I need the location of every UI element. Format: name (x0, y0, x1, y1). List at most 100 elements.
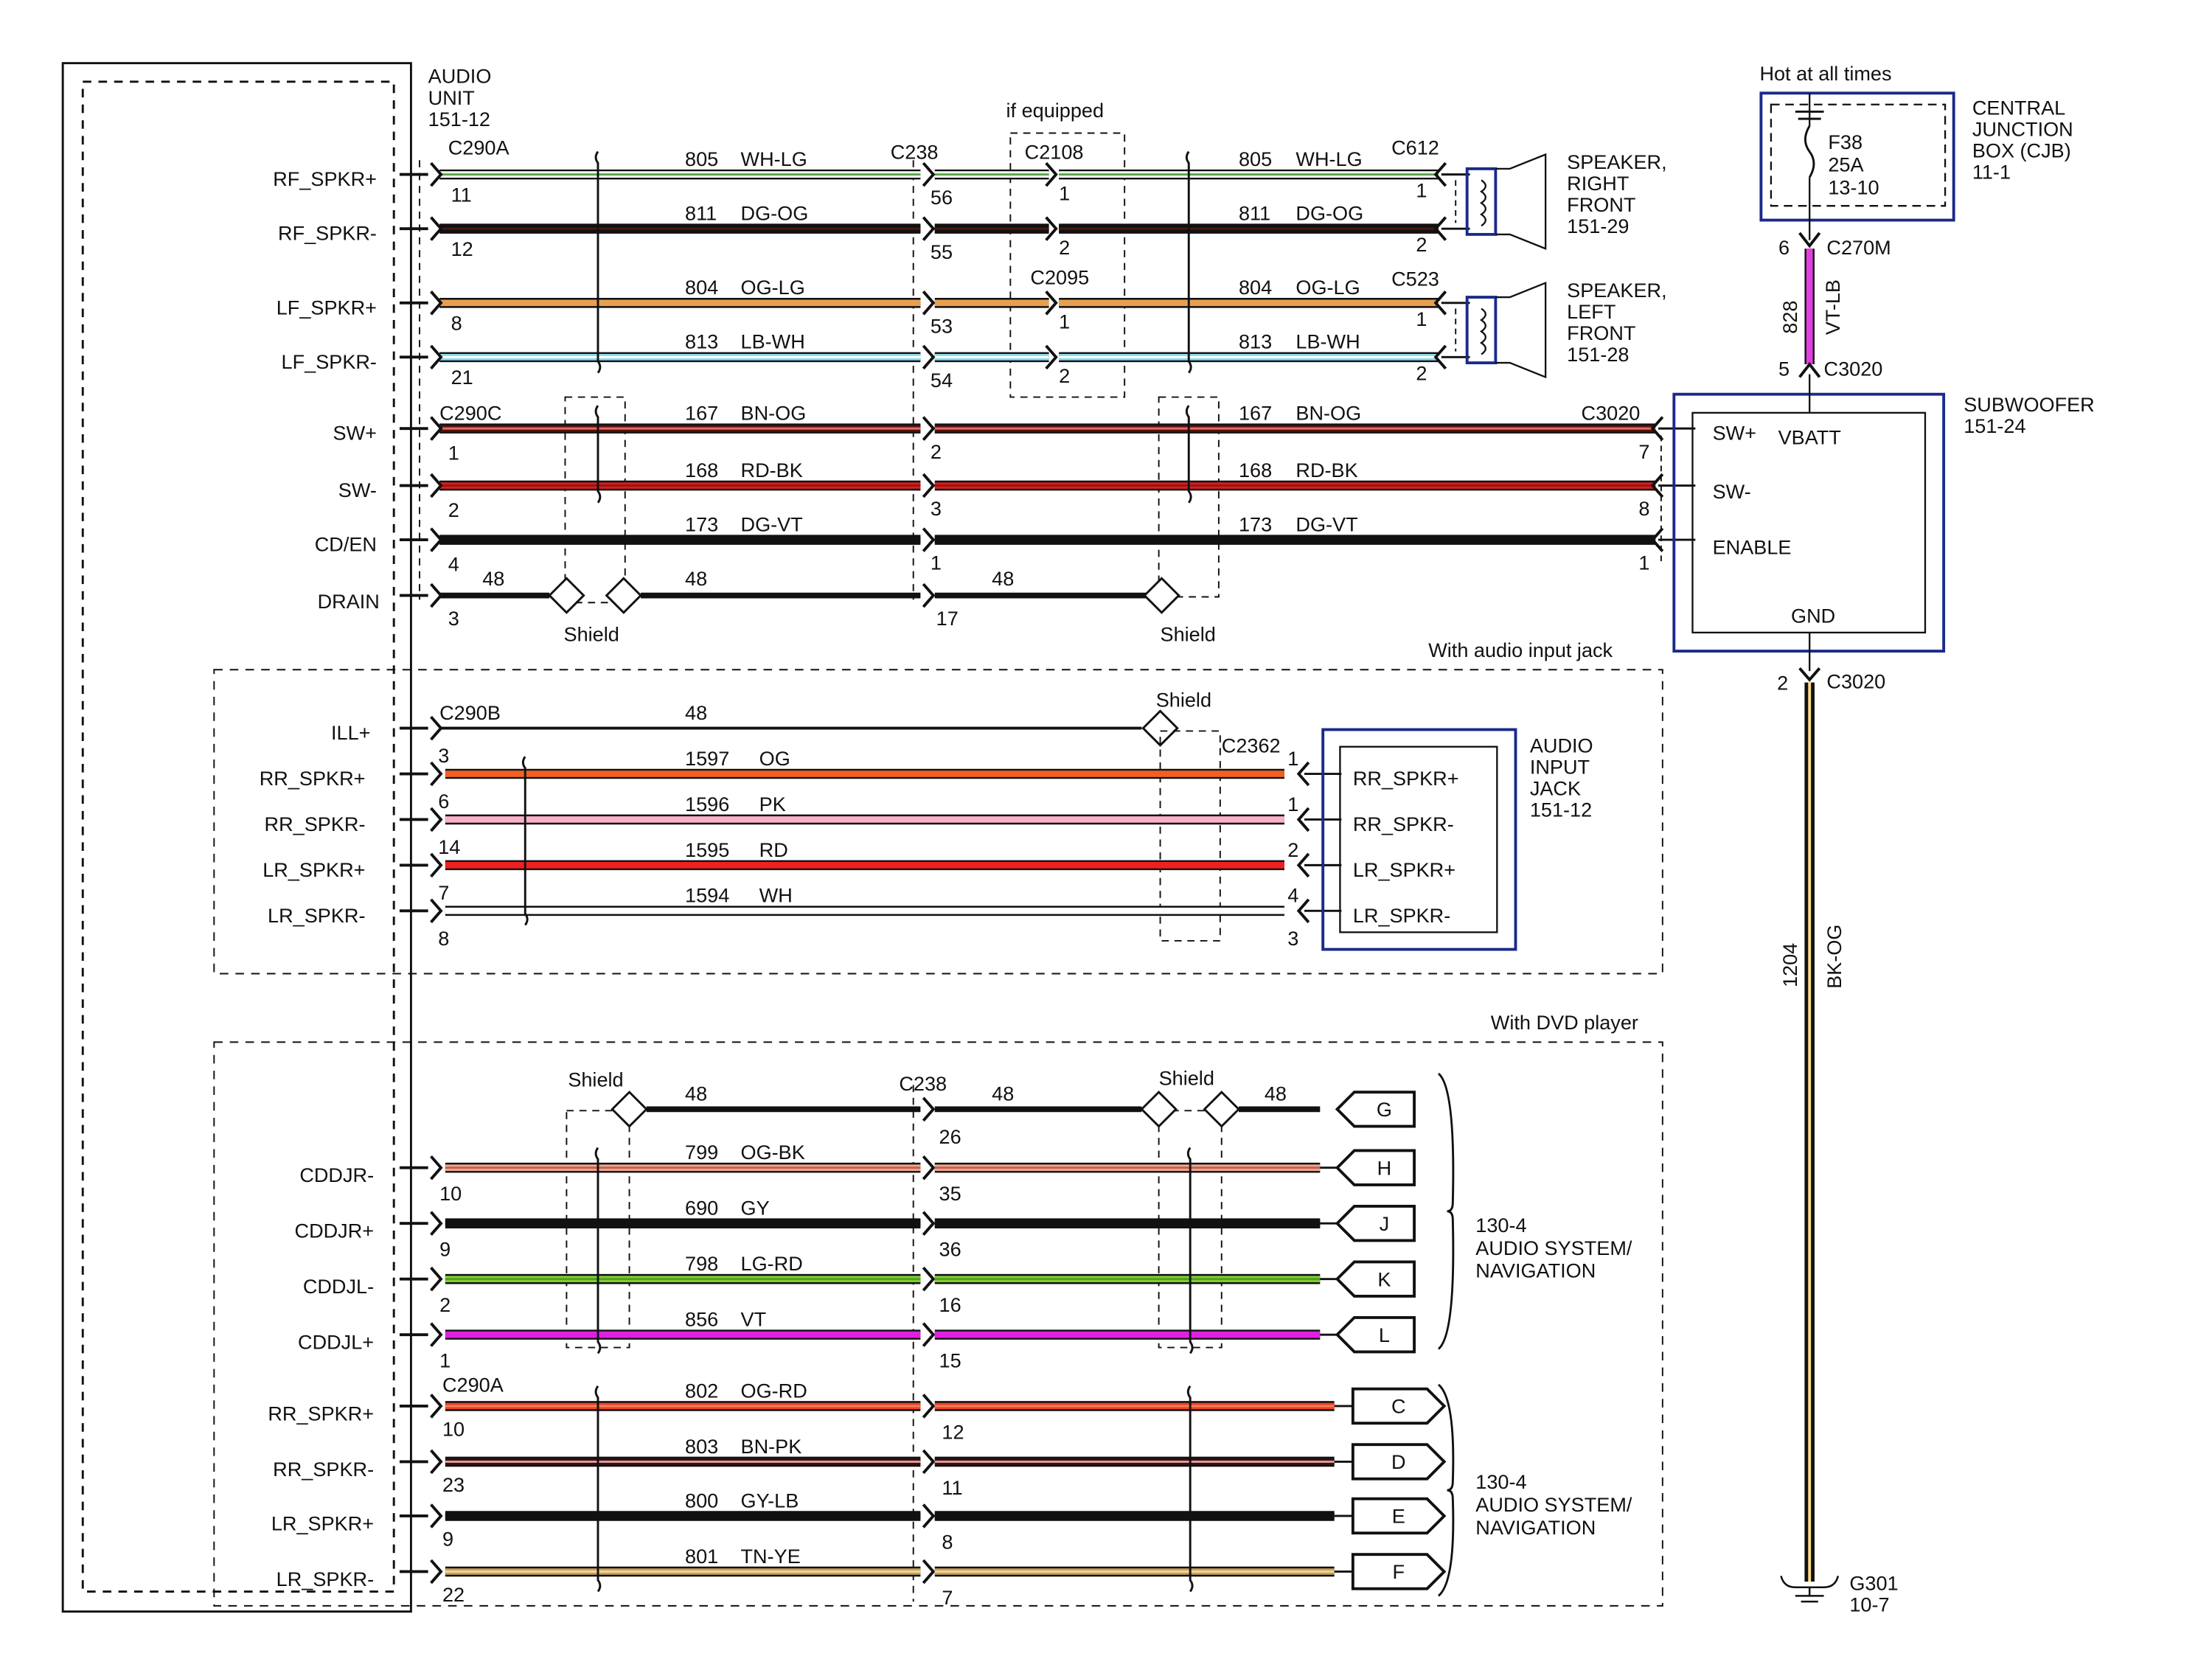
circuit-number: 811 (685, 202, 717, 225)
pin-number: 26 (939, 1125, 961, 1148)
shield-diamond-icon (611, 1091, 648, 1128)
pin-number: 9 (442, 1528, 453, 1551)
connector-chevron-icon (1433, 291, 1447, 316)
speaker-label: 151-28 (1567, 343, 1629, 366)
terminal-label: G (1377, 1098, 1392, 1121)
connector-chevron-icon (430, 1394, 443, 1419)
pin-number: 1 (1059, 310, 1070, 333)
wire-color-code: WH-LG (1295, 147, 1362, 170)
cjb-label: JUNCTION (1972, 117, 2073, 140)
destination-label: AUDIO SYSTEM/ (1475, 1493, 1632, 1516)
shield-diamond-icon (1140, 1091, 1178, 1128)
if-equipped-box (1009, 132, 1126, 398)
wire-color-code: RD-BK (741, 459, 803, 481)
speaker-icon (1495, 281, 1547, 379)
connector-label-c290c: C290C (439, 402, 501, 425)
signal-label: LR_SPKR+ (262, 858, 365, 881)
pin-number: 56 (931, 186, 953, 209)
speaker-label: LEFT (1567, 300, 1615, 323)
connector-chevron-icon (922, 291, 936, 316)
pin-number: 21 (451, 366, 473, 389)
connector-chevron-icon (430, 1503, 443, 1528)
pin-number: 1 (1287, 793, 1298, 815)
signal-label: SW+ (333, 422, 377, 445)
terminal-label: K (1377, 1267, 1391, 1290)
signal-label: CDDJR+ (295, 1220, 375, 1242)
wire-color-code: WH (759, 884, 793, 907)
connector-chevron-icon (922, 1266, 936, 1292)
cjb-box (1759, 91, 1955, 222)
terminal-tag (1335, 1205, 1416, 1242)
circuit-number: 168 (1239, 459, 1272, 481)
connector-chevron-icon (922, 1503, 936, 1528)
pin-number: 2 (1287, 838, 1298, 861)
pin-number: 6 (438, 790, 449, 813)
pin-number: 23 (442, 1473, 465, 1496)
pin-number: 36 (939, 1238, 961, 1261)
shield-box (566, 1110, 630, 1349)
connector-chevron-icon (922, 1449, 936, 1475)
connector-label-c2362: C2362 (1222, 734, 1281, 757)
wire-color-code: LB-WH (1295, 330, 1360, 353)
circuit-number: 805 (685, 147, 718, 170)
connector-chevron-icon (430, 1449, 443, 1475)
circuit-number: 173 (1239, 512, 1272, 535)
signal-label: RR_SPKR+ (268, 1402, 374, 1425)
audio-unit-label: 151-12 (428, 108, 490, 131)
terminal-label: F (1393, 1560, 1405, 1583)
connector-label-c290a: C290A (448, 136, 510, 159)
connector-chevron-icon (430, 807, 443, 832)
speaker-label: SPEAKER, (1567, 150, 1666, 173)
circuit-number: 1204 (1778, 943, 1801, 987)
pin-number: 16 (939, 1293, 961, 1316)
terminal-tag (1351, 1387, 1447, 1425)
connector-chevron-icon (1045, 291, 1058, 316)
pin-number: 1 (448, 442, 459, 465)
circuit-number: 856 (685, 1308, 718, 1331)
pin-number: 4 (1287, 884, 1298, 907)
connector-chevron-icon (430, 161, 443, 187)
connector-chevron-icon (430, 1266, 443, 1292)
pin-number: 8 (438, 927, 449, 950)
pin-number: 3 (1287, 927, 1298, 950)
connector-chevron-icon (430, 527, 443, 552)
destination-label: 130-4 (1475, 1470, 1526, 1493)
subwoofer-label: SUBWOOFER (1964, 393, 2095, 416)
audio-jack-label: AUDIO (1530, 734, 1593, 757)
circuit-number: 828 (1778, 301, 1801, 334)
ground-label: 10-7 (1849, 1593, 1889, 1616)
pin-number: 4 (448, 553, 459, 576)
terminal-tag (1351, 1443, 1447, 1481)
wire-color-code: BN-OG (1295, 402, 1361, 425)
connector-chevron-icon (1045, 161, 1058, 187)
pin-number: 8 (451, 312, 462, 335)
pin-number: 1 (1416, 179, 1427, 202)
twisted-pair-icon (1186, 1385, 1194, 1593)
terminal-label: H (1377, 1156, 1392, 1179)
wire-color-code: PK (759, 793, 786, 815)
connector-chevron-icon (1798, 232, 1821, 248)
connector-chevron-icon (1433, 344, 1447, 370)
pin-number: 1 (439, 1349, 451, 1372)
connector-chevron-icon (922, 416, 936, 441)
shield-diamond-icon (1203, 1091, 1241, 1128)
pin-number: 3 (448, 607, 459, 630)
shield-label: Shield (568, 1068, 623, 1091)
cjb-label: 11-1 (1972, 160, 2011, 183)
twisted-pair-icon (521, 756, 529, 926)
signal-label: LR_SPKR+ (271, 1512, 374, 1534)
connector-chevron-icon (430, 216, 443, 241)
circuit-number: 48 (992, 1082, 1014, 1105)
jack-pin-label: LR_SPKR+ (1353, 858, 1455, 881)
pin-number: 14 (438, 835, 460, 858)
subwoofer-pin-label: ENABLE (1713, 535, 1792, 558)
terminal-label: D (1391, 1450, 1406, 1473)
connector-chevron-icon (922, 1096, 936, 1122)
jack-pin-label: RR_SPKR+ (1353, 767, 1459, 790)
shield-diamond-icon (1143, 577, 1180, 614)
brace-icon (1437, 1383, 1455, 1597)
connector-label-c238: C238 (899, 1072, 947, 1095)
circuit-number: 48 (1265, 1082, 1287, 1105)
connector-chevron-icon (922, 473, 936, 498)
